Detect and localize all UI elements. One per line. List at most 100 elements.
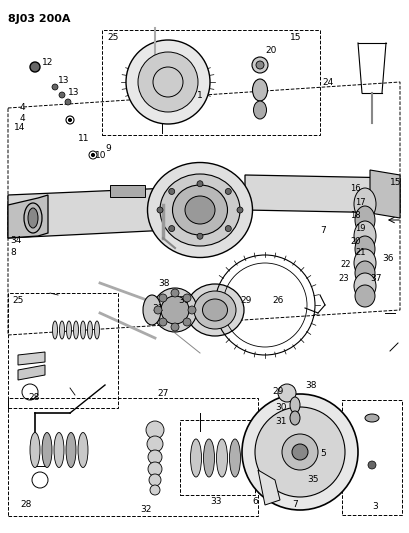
Ellipse shape xyxy=(30,432,40,467)
Text: 4: 4 xyxy=(20,102,25,111)
Circle shape xyxy=(126,40,209,124)
Text: 35: 35 xyxy=(306,475,318,484)
Text: 17: 17 xyxy=(354,198,365,206)
Ellipse shape xyxy=(190,439,201,477)
Ellipse shape xyxy=(289,397,299,413)
Text: 16: 16 xyxy=(349,183,360,192)
Circle shape xyxy=(154,306,162,314)
Circle shape xyxy=(150,485,160,495)
Circle shape xyxy=(196,233,202,239)
Text: 32: 32 xyxy=(139,505,151,514)
Ellipse shape xyxy=(353,249,375,277)
Ellipse shape xyxy=(66,432,76,467)
Circle shape xyxy=(236,207,243,213)
Text: 20: 20 xyxy=(264,45,276,54)
Text: 1: 1 xyxy=(197,91,202,100)
Circle shape xyxy=(52,84,58,90)
Circle shape xyxy=(225,225,231,231)
Text: 30: 30 xyxy=(274,402,286,411)
Text: 9: 9 xyxy=(105,143,110,152)
Circle shape xyxy=(254,407,344,497)
Circle shape xyxy=(65,99,71,105)
Ellipse shape xyxy=(353,273,375,299)
Ellipse shape xyxy=(354,236,374,262)
Circle shape xyxy=(367,461,375,469)
Ellipse shape xyxy=(160,174,239,246)
Text: 36: 36 xyxy=(381,254,393,262)
Text: 34: 34 xyxy=(10,236,21,245)
Circle shape xyxy=(225,189,231,195)
Circle shape xyxy=(171,323,179,331)
Bar xyxy=(102,30,319,135)
Text: 14: 14 xyxy=(14,123,25,132)
Ellipse shape xyxy=(202,299,227,321)
Circle shape xyxy=(277,384,295,402)
Text: 8: 8 xyxy=(10,247,16,256)
Circle shape xyxy=(188,306,196,314)
Ellipse shape xyxy=(354,206,374,234)
Text: 37: 37 xyxy=(369,273,380,282)
Circle shape xyxy=(159,318,166,326)
Ellipse shape xyxy=(78,432,88,467)
Ellipse shape xyxy=(289,411,299,425)
Circle shape xyxy=(291,444,307,460)
Circle shape xyxy=(196,181,202,187)
Ellipse shape xyxy=(253,101,266,119)
Text: 6: 6 xyxy=(252,497,257,506)
Circle shape xyxy=(169,225,174,231)
Circle shape xyxy=(161,296,189,324)
Ellipse shape xyxy=(42,432,52,467)
Text: 5: 5 xyxy=(319,448,325,457)
Ellipse shape xyxy=(24,203,42,233)
Text: 23: 23 xyxy=(337,273,348,282)
Text: 4: 4 xyxy=(20,114,25,123)
Text: 18: 18 xyxy=(349,211,360,220)
Text: 25: 25 xyxy=(12,295,23,304)
Text: 15: 15 xyxy=(289,33,301,42)
Text: 8J03 200A: 8J03 200A xyxy=(8,14,70,24)
Circle shape xyxy=(182,318,191,326)
Text: 29: 29 xyxy=(271,387,283,397)
Ellipse shape xyxy=(52,321,57,339)
Ellipse shape xyxy=(184,196,214,224)
Ellipse shape xyxy=(87,321,92,339)
Bar xyxy=(8,398,257,516)
Text: 26: 26 xyxy=(271,295,283,304)
Bar xyxy=(8,293,118,408)
Text: 38: 38 xyxy=(157,279,169,287)
Ellipse shape xyxy=(54,432,64,467)
Polygon shape xyxy=(8,188,170,238)
Text: 13: 13 xyxy=(68,87,79,96)
Ellipse shape xyxy=(252,79,267,101)
Circle shape xyxy=(182,294,191,302)
Circle shape xyxy=(252,57,267,73)
Polygon shape xyxy=(110,185,145,197)
Polygon shape xyxy=(245,175,399,213)
Text: 33: 33 xyxy=(209,497,221,506)
Circle shape xyxy=(255,61,263,69)
Circle shape xyxy=(148,450,162,464)
Text: 31: 31 xyxy=(152,303,163,312)
Ellipse shape xyxy=(354,285,374,307)
Text: 28: 28 xyxy=(28,393,39,402)
Text: 7: 7 xyxy=(291,500,297,510)
Polygon shape xyxy=(8,195,48,238)
Circle shape xyxy=(171,289,179,297)
Polygon shape xyxy=(257,470,279,505)
Ellipse shape xyxy=(28,208,38,228)
Circle shape xyxy=(59,92,65,98)
Text: 10: 10 xyxy=(95,150,106,159)
Ellipse shape xyxy=(364,414,378,422)
Ellipse shape xyxy=(353,221,375,251)
Text: 7: 7 xyxy=(319,225,325,235)
Polygon shape xyxy=(18,352,45,365)
Text: 11: 11 xyxy=(78,133,89,142)
Ellipse shape xyxy=(73,321,78,339)
Text: 21: 21 xyxy=(354,247,364,256)
Circle shape xyxy=(241,394,357,510)
Circle shape xyxy=(281,434,317,470)
Ellipse shape xyxy=(353,188,375,220)
Text: 15: 15 xyxy=(389,177,400,187)
Circle shape xyxy=(146,421,164,439)
Polygon shape xyxy=(18,365,45,380)
